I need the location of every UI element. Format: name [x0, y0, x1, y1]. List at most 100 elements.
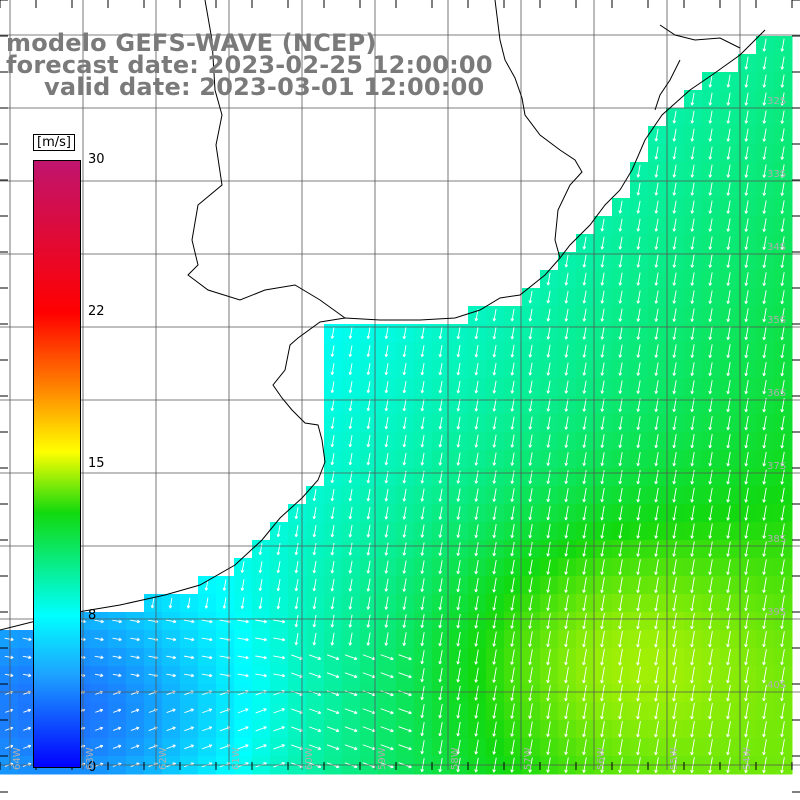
wind-arrow — [475, 452, 479, 466]
wind-arrow-head — [318, 728, 322, 732]
wind-arrow — [511, 703, 515, 719]
wind-arrow — [691, 577, 695, 593]
wind-arrow — [745, 380, 749, 394]
wind-arrow — [583, 272, 587, 286]
wind-arrow — [313, 632, 317, 646]
wind-arrow — [511, 649, 515, 665]
wind-arrow-head — [511, 318, 515, 322]
wind-arrow-head — [349, 588, 353, 592]
wind-arrow — [673, 236, 677, 250]
wind-arrow — [763, 74, 767, 88]
wind-arrow — [439, 434, 443, 448]
wind-arrow-head — [781, 626, 784, 630]
wind-arrow — [745, 523, 749, 539]
wind-arrow-head — [475, 679, 478, 683]
wind-arrow-head — [763, 156, 767, 160]
wind-arrow-head — [245, 637, 249, 641]
wind-arrow — [5, 709, 13, 713]
wind-arrow — [362, 708, 376, 714]
wind-arrow — [313, 489, 317, 501]
wind-arrow — [565, 290, 569, 304]
wind-arrow-head — [709, 463, 712, 467]
wind-arrow — [94, 673, 104, 677]
wind-arrow — [655, 218, 659, 232]
wind-arrow — [112, 655, 122, 659]
wind-arrow — [493, 559, 497, 575]
wind-arrow-head — [709, 355, 713, 358]
wind-arrow-head — [457, 354, 461, 358]
wind-arrow — [367, 614, 371, 628]
wind-arrow-head — [709, 427, 713, 431]
wind-arrow-head — [349, 570, 353, 574]
wind-arrow-head — [331, 480, 335, 484]
wind-arrow-head — [745, 571, 748, 575]
wind-arrow-head — [421, 679, 425, 683]
wind-arrow — [493, 416, 497, 430]
wind-arrow-head — [601, 752, 604, 756]
wind-arrow — [637, 200, 641, 214]
wind-arrow — [709, 505, 713, 521]
wind-arrow-head — [118, 655, 122, 659]
wind-arrow — [655, 666, 659, 684]
wind-arrow — [529, 667, 533, 683]
wind-arrow — [255, 673, 267, 677]
wind-arrow-head — [10, 673, 14, 677]
wind-arrow — [781, 56, 785, 70]
wind-arrow — [421, 506, 425, 520]
wind-arrow — [255, 744, 267, 750]
wind-arrow-head — [493, 444, 497, 448]
wind-arrow-head — [673, 264, 677, 268]
wind-arrow-head — [331, 390, 335, 393]
wind-arrow — [709, 523, 713, 539]
wind-arrow-head — [655, 336, 659, 340]
wind-arrow-head — [673, 626, 676, 630]
wind-arrow-head — [583, 644, 586, 648]
wind-arrow — [709, 595, 713, 611]
wind-arrow — [601, 452, 605, 466]
wind-arrow-head — [529, 662, 532, 665]
wind-arrow — [439, 739, 443, 755]
wind-arrow-head — [439, 679, 442, 683]
wind-arrow — [277, 525, 281, 537]
wind-arrow-head — [619, 590, 622, 594]
wind-arrow-head — [421, 426, 425, 430]
wind-arrow-head — [619, 481, 623, 485]
wind-arrow — [241, 579, 245, 591]
wind-arrow — [655, 541, 659, 557]
wind-arrow — [166, 708, 176, 714]
wind-arrow-head — [475, 733, 478, 737]
latitude-label: 36S — [767, 388, 787, 399]
wind-arrow — [403, 578, 407, 592]
wind-arrow — [781, 128, 785, 142]
wind-arrow — [385, 506, 389, 520]
wind-arrow-head — [745, 319, 749, 323]
wind-arrow-head — [727, 246, 731, 250]
wind-arrow-head — [691, 734, 694, 738]
wind-arrow — [493, 362, 497, 376]
wind-arrow — [583, 398, 587, 412]
wind-arrow-head — [475, 318, 479, 322]
wind-arrow-head — [439, 534, 443, 538]
wind-arrow — [601, 290, 605, 304]
wind-arrow — [273, 744, 285, 750]
wind-arrow — [709, 362, 713, 376]
wind-arrow-head — [421, 751, 425, 755]
wind-arrow — [727, 146, 731, 160]
wind-arrow-head — [439, 607, 443, 611]
wind-arrow-head — [511, 517, 515, 521]
wind-arrow — [511, 488, 515, 502]
wind-arrow-head — [318, 746, 322, 750]
wind-arrow — [619, 505, 623, 521]
wind-arrow-head — [583, 246, 587, 250]
wind-arrow — [493, 703, 497, 719]
wind-arrow-head — [745, 427, 748, 431]
wind-arrow-head — [619, 716, 622, 720]
wind-arrow-head — [367, 444, 371, 448]
wind-arrow-head — [529, 318, 533, 322]
wind-arrow — [439, 362, 443, 376]
wind-arrow-head — [173, 619, 177, 623]
forecast-date: forecast date: 2023-02-25 12:00:00 — [6, 51, 493, 79]
wind-arrow-head — [781, 283, 785, 287]
wind-arrow-head — [511, 643, 514, 647]
wind-arrow — [362, 726, 376, 732]
